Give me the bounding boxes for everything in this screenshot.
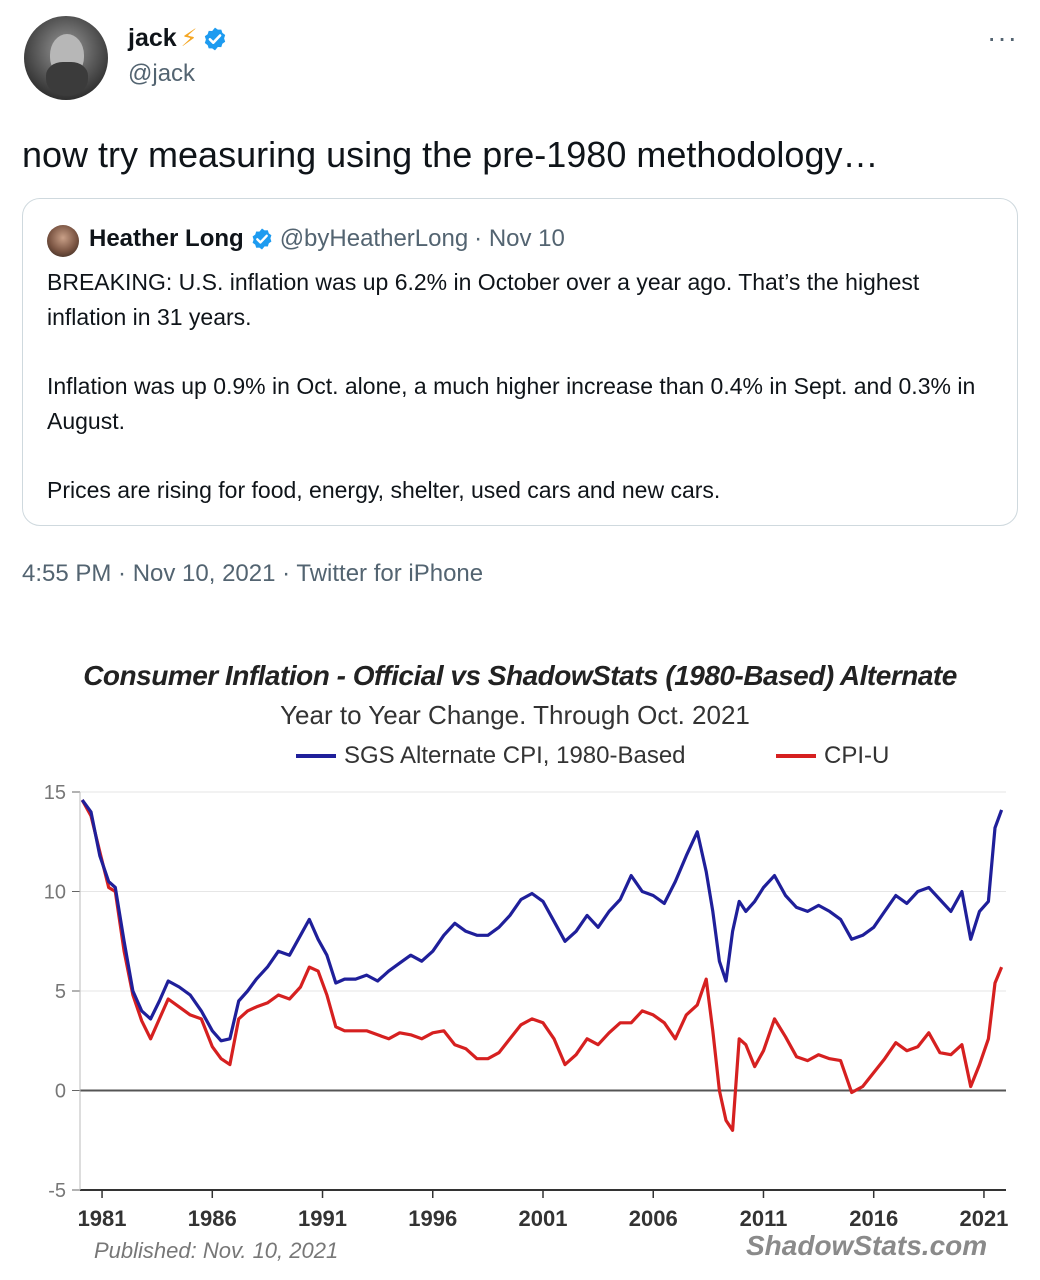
quoted-tweet-date[interactable]: · Nov 10 [474, 225, 565, 252]
y-tick-label: 0 [55, 1081, 66, 1103]
author-name[interactable]: jack [128, 24, 177, 52]
x-tick-label: 2016 [849, 1206, 898, 1231]
quoted-tweet-text: BREAKING: U.S. inflation was up 6.2% in … [47, 265, 997, 542]
tweet-text: now try measuring using the pre-1980 met… [22, 134, 879, 175]
x-tick-label: 1981 [78, 1206, 127, 1231]
legend-item-sgs: SGS Alternate CPI, 1980-Based [296, 742, 686, 770]
chart-title: Consumer Inflation - Official vs ShadowS… [83, 660, 957, 691]
quoted-author-handle[interactable]: @byHeatherLong [279, 225, 469, 252]
quoted-paragraph: Inflation was up 0.9% in Oct. alone, a m… [47, 373, 976, 434]
x-tick-label: 2001 [519, 1206, 568, 1231]
series-line-sgs-alternate-cpi [80, 799, 1004, 1043]
inflation-chart: 15 10 5 0 -5 1981 1986 1991 1996 2001 2006 2011 2016… [44, 782, 1009, 1231]
legend-swatch-cpiu [776, 754, 816, 758]
lightning-emoji: ⚡ [180, 24, 198, 52]
quoted-author-avatar[interactable] [47, 225, 79, 257]
y-tick-label: -5 [48, 1180, 66, 1202]
quoted-tweet-header: Heather Long @byHeatherLong · Nov 10 [89, 225, 565, 253]
x-tick-label: 2006 [629, 1206, 678, 1231]
quoted-paragraph: Prices are rising for food, energy, shel… [47, 477, 721, 503]
x-tick-label: 1986 [188, 1206, 237, 1231]
verified-badge-icon [204, 27, 225, 50]
author-name-row[interactable]: jack ⚡ [128, 24, 228, 53]
more-horizontal-icon[interactable]: ··· [987, 22, 1018, 53]
avatar-beard [46, 62, 88, 96]
x-tick-label: 1996 [408, 1206, 457, 1231]
y-tick-label: 15 [44, 782, 66, 804]
legend-item-cpiu: CPI-U [776, 742, 889, 770]
verified-badge-icon [252, 228, 272, 250]
quoted-paragraph: BREAKING: U.S. inflation was up 6.2% in … [47, 269, 920, 330]
legend-label-sgs: SGS Alternate CPI, 1980-Based [344, 742, 686, 769]
author-handle[interactable]: @jack [128, 60, 196, 87]
legend-label-cpiu: CPI-U [824, 742, 890, 769]
x-tick-label: 2011 [740, 1206, 788, 1231]
y-tick-label: 5 [55, 981, 66, 1003]
series-line-cpi-u [80, 799, 1004, 1132]
chart-published-date: Published: Nov. 10, 2021 [94, 1238, 339, 1263]
legend-swatch-sgs [296, 754, 336, 758]
x-tick-label: 2021 [959, 1206, 1008, 1231]
chart-subtitle: Year to Year Change. Through Oct. 2021 [280, 700, 750, 730]
chart-source-logo: ShadowStats.com [746, 1230, 988, 1261]
quoted-tweet[interactable]: Heather Long @byHeatherLong · Nov 10 BRE… [22, 198, 1018, 526]
y-tick-label: 10 [44, 882, 66, 904]
quoted-author-name[interactable]: Heather Long [89, 225, 244, 252]
x-tick-label: 1991 [298, 1206, 347, 1231]
author-avatar[interactable] [24, 16, 108, 100]
tweet-timestamp[interactable]: 4:55 PM · Nov 10, 2021 · Twitter for iPh… [22, 560, 484, 587]
